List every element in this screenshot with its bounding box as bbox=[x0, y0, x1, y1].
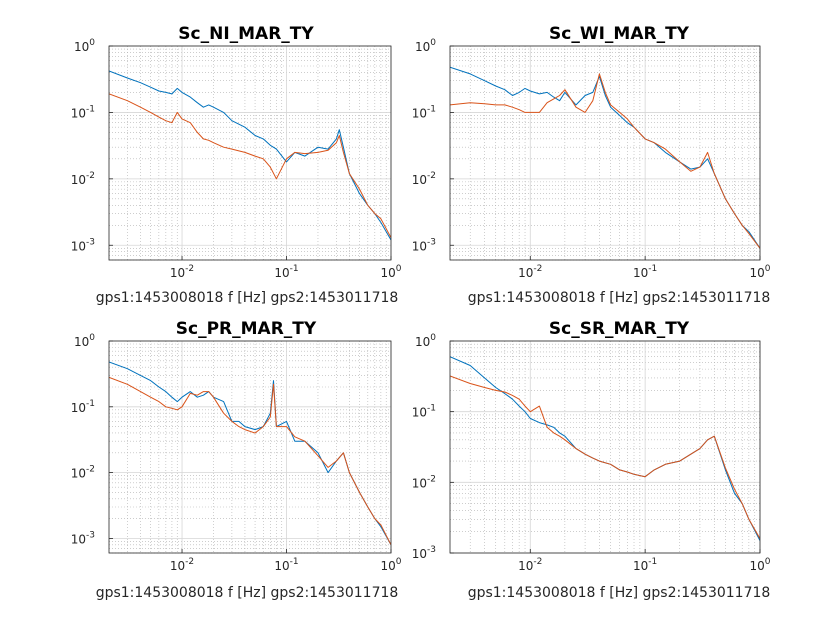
subplot-2-xtick-label: 10-1 bbox=[633, 264, 657, 280]
subplot-2-xtick-label: 10-2 bbox=[518, 264, 542, 280]
subplot-1-axes-background bbox=[109, 46, 391, 260]
subplot-2-series-2-line bbox=[450, 73, 760, 249]
subplot-2-axes-box bbox=[449, 45, 761, 261]
subplot-4-xtick-label: 100 bbox=[749, 557, 770, 573]
subplot-4-xtick-label: 10-2 bbox=[518, 557, 542, 573]
subplot-4-title: Sc_SR_MAR_TY bbox=[549, 319, 690, 339]
subplot-3: Sc_PR_MAR_TY 10-2 10-1 10010-310-210-1100 … bbox=[71, 319, 402, 601]
subplot-3-axes-background bbox=[109, 341, 391, 553]
subplot-1-xtick-label: 10-1 bbox=[274, 264, 298, 280]
subplot-4-xlabel: gps1:1453008018 f [Hz] gps2:1453011718 bbox=[468, 585, 771, 601]
subplot-1-ytick-label: 100 bbox=[74, 38, 95, 54]
subplot-3-xlabel: gps1:1453008018 f [Hz] gps2:1453011718 bbox=[96, 585, 399, 601]
subplot-1-xlabel: gps1:1453008018 f [Hz] gps2:1453011718 bbox=[96, 290, 399, 306]
subplot-2-ytick-label: 10-1 bbox=[412, 104, 436, 120]
subplot-4-xtick-label: 10-1 bbox=[633, 557, 657, 573]
subplot-2-title: Sc_WI_MAR_TY bbox=[549, 24, 690, 44]
subplot-4-ytick-label: 100 bbox=[415, 333, 436, 349]
subplot-1: Sc_NI_MAR_TY 10-2 10-1 10010-310-210-1100 … bbox=[71, 24, 402, 306]
subplot-4-plot: 10-2 10-1 100 10-3 10-2 10-1 100 bbox=[412, 333, 771, 573]
subplot-2-ytick-label: 100 bbox=[415, 38, 436, 54]
subplot-2-ytick-label: 10-3 bbox=[412, 237, 436, 253]
subplot-2-series-1-line bbox=[450, 66, 760, 249]
subplot-2-xtick-label: 100 bbox=[749, 264, 770, 280]
subplot-3-series-2-line bbox=[109, 376, 391, 546]
subplot-1-series-2-line bbox=[109, 93, 391, 238]
subplot-3-title: Sc_PR_MAR_TY bbox=[176, 319, 317, 339]
subplot-3-ytick-label: 10-3 bbox=[71, 530, 95, 546]
subplot-1-xtick-label: 100 bbox=[380, 264, 401, 280]
subplot-1-xtick-label: 10-2 bbox=[170, 264, 194, 280]
subplot-2-series-group bbox=[450, 66, 760, 249]
subplot-3-plot: 10-2 10-1 100 10-3 10-2 10-1 100 bbox=[71, 333, 402, 573]
subplot-1-ytick-label: 10-2 bbox=[71, 171, 95, 187]
subplot-3-xtick-label: 10-1 bbox=[274, 557, 298, 573]
subplot-3-axes-box bbox=[108, 340, 392, 554]
subplot-3-xtick-label: 100 bbox=[380, 557, 401, 573]
subplot-1-ytick-label: 10-1 bbox=[71, 104, 95, 120]
subplot-1-series-1-line bbox=[109, 70, 391, 241]
subplot-4: Sc_SR_MAR_TY 10-2 10-1 10010-310-210-1100 … bbox=[412, 319, 771, 601]
subplot-3-xtick-label: 10-2 bbox=[170, 557, 194, 573]
subplot-4-series-group bbox=[450, 356, 760, 541]
subplot-3-ytick-label: 10-1 bbox=[71, 399, 95, 415]
subplot-3-series-group bbox=[109, 361, 391, 546]
subplot-1-axes-box bbox=[108, 45, 392, 261]
subplot-2: Sc_WI_MAR_TY 10-2 10-1 10010-310-210-1100 … bbox=[412, 24, 771, 306]
subplot-2-ytick-label: 10-2 bbox=[412, 171, 436, 187]
subplot-3-ytick-label: 100 bbox=[74, 333, 95, 349]
subplot-2-xlabel: gps1:1453008018 f [Hz] gps2:1453011718 bbox=[468, 290, 771, 306]
subplot-2-plot: 10-2 10-1 100 10-3 10-2 10-1 100 bbox=[412, 38, 771, 280]
subplot-4-ytick-label: 10-2 bbox=[412, 474, 436, 490]
subplot-4-axes-box bbox=[449, 340, 761, 554]
subplot-4-ytick-label: 10-3 bbox=[412, 545, 436, 561]
subplot-3-ytick-label: 10-2 bbox=[71, 465, 95, 481]
subplot-4-axes-background bbox=[450, 341, 760, 553]
subplot-4-minor-grid bbox=[450, 341, 760, 553]
subplot-1-plot: 10-2 10-1 100 10-3 10-2 10-1 100 bbox=[71, 38, 402, 280]
subplot-3-minor-grid bbox=[109, 341, 391, 554]
subplot-1-series-group bbox=[109, 70, 391, 241]
subplot-1-minor-grid bbox=[109, 46, 391, 261]
subplot-4-ytick-label: 10-1 bbox=[412, 404, 436, 420]
subplot-1-ytick-label: 10-3 bbox=[71, 237, 95, 253]
subplot-1-title: Sc_NI_MAR_TY bbox=[178, 24, 314, 44]
subplot-4-series-2-line bbox=[450, 375, 760, 539]
subplot-2-axes-background bbox=[450, 46, 760, 260]
